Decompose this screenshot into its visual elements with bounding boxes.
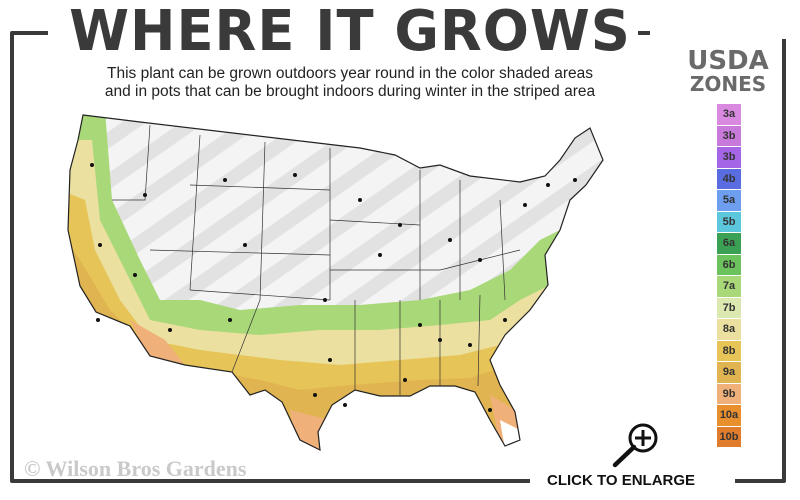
legend-zone-8a: 8a [717, 319, 741, 341]
city-dots [90, 163, 577, 412]
legend-zone-7b: 7b [717, 297, 741, 319]
legend-zone-6a: 6a [717, 233, 741, 255]
legend-zone-7a: 7a [717, 276, 741, 298]
zoom-in-magnifier-icon[interactable] [605, 420, 665, 470]
legend-zone-9a: 9a [717, 362, 741, 384]
legend-zone-9b: 9b [717, 383, 741, 405]
legend-title: USDA ZONES [672, 48, 784, 94]
legend-zone-5b: 5b [717, 211, 741, 233]
legend-zone-6b: 6b [717, 254, 741, 276]
legend-zone-10b: 10b [717, 426, 741, 448]
title-gap [48, 25, 638, 39]
legend-zone-3b: 3b [717, 147, 741, 169]
usda-zone-legend: 3a 3b 3b 4b 5a 5b 6a 6b 7a 7b 8a 8b 9a 9b 10a 10b [717, 104, 741, 448]
legend-zone-10a: 10a [717, 405, 741, 427]
state-borders [112, 124, 521, 395]
legend-zone-8b: 8b [717, 340, 741, 362]
copyright-watermark: © Wilson Bros Gardens [24, 456, 247, 481]
legend-zone-5a: 5a [717, 190, 741, 212]
legend-title-zones: ZONES [689, 72, 767, 96]
legend-gap [650, 25, 800, 39]
subtitle: This plant can be grown outdoors year ro… [40, 65, 660, 101]
enlarge-gap [530, 478, 735, 492]
legend-zone-3a: 3a [717, 104, 741, 126]
legend-zone-3b: 3b [717, 125, 741, 147]
legend-zone-4b: 4b [717, 168, 741, 190]
legend-title-usda: USDA [687, 46, 769, 76]
click-to-enlarge-button[interactable]: CLICK TO ENLARGE [547, 472, 696, 489]
subtitle-line-2: and in pots that can be brought indoors … [104, 83, 596, 100]
page-title: WHERE IT GROWS [69, 0, 631, 64]
subtitle-line-1: This plant can be grown outdoors year ro… [107, 65, 593, 82]
